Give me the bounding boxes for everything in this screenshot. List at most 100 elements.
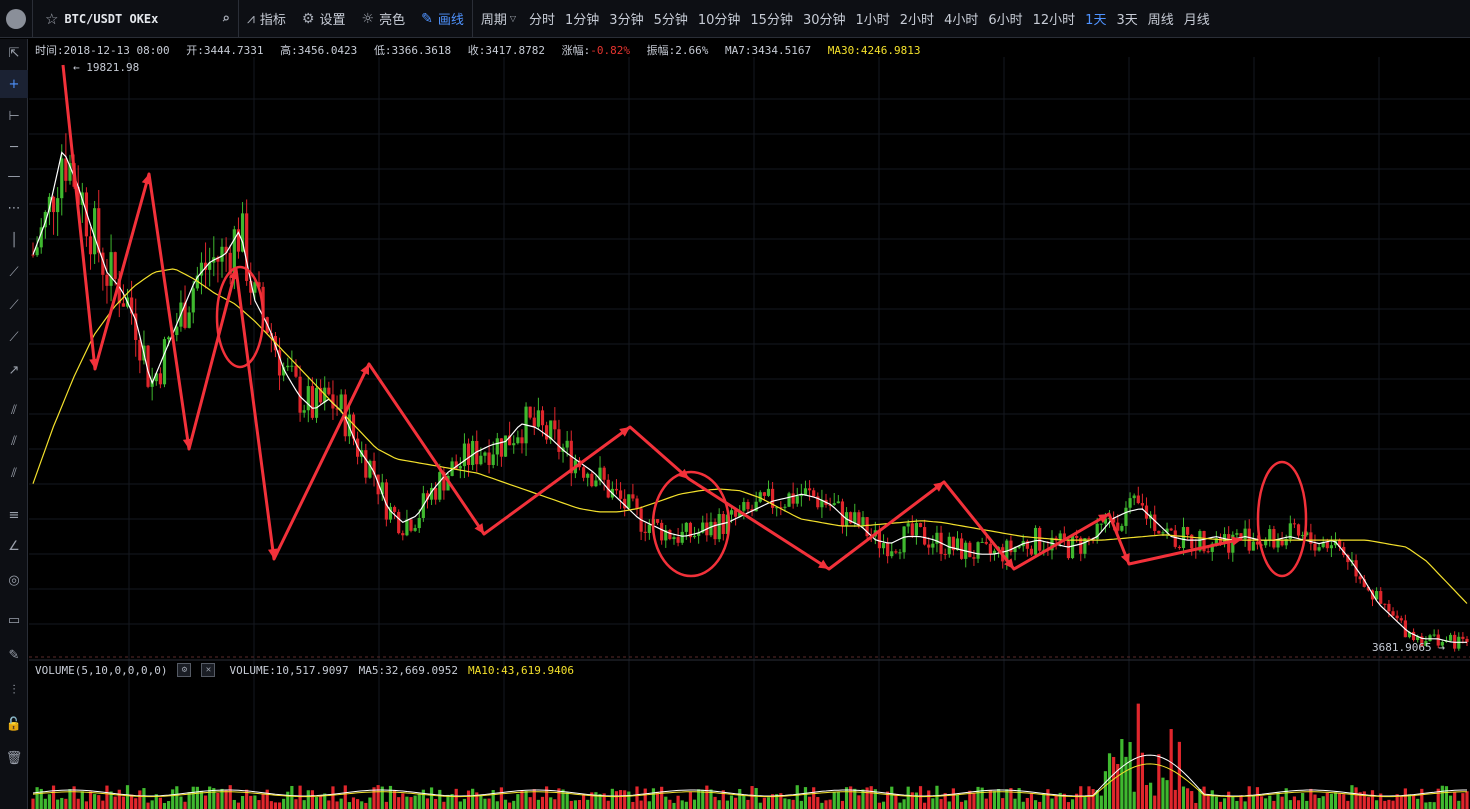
lock-icon[interactable]: 🔓 [5,716,23,732]
candle-body [1358,576,1362,580]
volume-bar [1103,771,1108,809]
volume-bar [1329,793,1334,809]
volume-bar [1416,798,1420,809]
volume-bar [528,797,532,809]
period-tab[interactable]: 周线 [1147,13,1174,28]
info-ma7: MA7:3434.5167 [725,44,812,57]
trend-angle-icon[interactable]: ⟋ [9,297,19,313]
search-icon[interactable]: ⌕ [221,10,230,27]
volume-bar [1407,794,1412,809]
settings-button[interactable]: ⚙ 设置 [294,0,354,38]
candle-body [906,523,910,527]
candle-body [117,278,121,304]
candle-body [955,538,960,551]
trend-line-icon[interactable]: ⟋ [9,264,19,280]
period-tab[interactable]: 12小时 [1032,13,1076,28]
period-tab[interactable]: 30分钟 [802,13,846,28]
candles-icon[interactable]: ⫶ [12,682,16,698]
fib-retracement-icon[interactable]: ≡ [8,507,20,523]
period-tab[interactable]: 分时 [529,13,556,28]
period-tab[interactable]: 3分钟 [609,13,644,28]
candle-body [1465,638,1469,643]
candle-body [236,229,241,252]
trash-icon[interactable]: 🗑 [5,750,23,766]
annotation-arrowhead [818,559,829,569]
candle-body [306,386,310,411]
volume-bar [927,790,931,809]
period-tab[interactable]: 3天 [1116,13,1138,28]
volume-settings-icon[interactable]: ⚙ [177,663,192,677]
period-tab[interactable]: 2小时 [899,13,935,28]
volume-bar [392,790,397,809]
horizontal-segment-icon[interactable]: — [7,168,21,184]
info-amplitude: 振幅:2.66% [646,44,709,57]
period-tab[interactable]: 1小时 [855,13,890,28]
volume-bar [1411,794,1416,809]
pitchfork-icon[interactable]: ⫽ [11,465,17,481]
period-tab[interactable]: 月线 [1183,13,1210,28]
period-tab[interactable]: 15分钟 [750,13,793,28]
period-dropdown[interactable]: 周期 ▽ [473,0,524,38]
volume-close-icon[interactable]: ✕ [201,663,216,677]
extended-line-icon[interactable]: ⟋ [9,329,19,345]
candlestick-chart[interactable]: ← 19821.98 3681.9065 → [29,39,1470,809]
period-tab[interactable]: 6小时 [988,13,1023,28]
symbol-selector[interactable]: ☆ BTC/USDT OKEx ⌕ [33,0,238,38]
volume-bar [1116,764,1120,809]
candle-body [1079,537,1083,554]
candle-body [438,472,442,500]
period-tab[interactable]: 4小时 [944,13,979,28]
period-tab[interactable]: 1分钟 [565,13,600,28]
horizontal-line-icon[interactable]: ─ [10,139,18,155]
volume-bar [524,791,528,809]
volume-bar [955,794,960,809]
candle-body [816,496,820,508]
volume-bar [1325,792,1329,809]
volume-bar [35,787,39,809]
candle-body [791,493,795,504]
candle-body [1050,537,1054,551]
volume-bar [655,791,660,809]
horizontal-ray-icon[interactable]: ⊢ [8,108,20,124]
theme-button[interactable]: ☼ 亮色 [354,0,414,38]
volume-bar [886,791,890,809]
app-logo [0,0,32,38]
brush-icon[interactable]: ✎ [8,647,20,663]
volume-bar [339,798,343,809]
period-tab[interactable]: 5分钟 [653,13,688,28]
vertical-line-icon[interactable]: │ [10,232,18,248]
star-icon[interactable]: ☆ [45,9,59,28]
volume-bar [220,788,224,809]
volume-bar [166,801,171,809]
annotation-arrowhead [267,548,278,559]
draw-button[interactable]: ✎ 画线 [413,0,472,38]
fib-spiral-icon[interactable]: ◎ [8,572,20,588]
candle-body [331,394,335,409]
period-tab[interactable]: 1天 [1085,13,1107,28]
price-range-icon[interactable]: ⋯ [7,200,21,216]
candle-body [713,521,717,540]
parallel-channel-icon[interactable]: ⫽ [11,402,17,418]
ruler-icon[interactable]: ▭ [7,612,21,628]
volume-bar [327,800,331,809]
candle-body [208,262,212,270]
volume-bar [836,792,840,809]
period-tab[interactable]: 10分钟 [697,13,741,28]
chart-area[interactable]: ← 19821.98 3681.9065 → 时间:2018-12-13 08:0… [29,39,1470,809]
cursor-arrow-icon[interactable]: ⇱ [8,45,20,61]
channel-icon[interactable]: ⫽ [11,433,17,449]
volume-bar [672,802,676,809]
volume-bar [972,792,976,809]
volume-bar [421,789,425,809]
volume-bar [1424,802,1428,809]
crosshair-icon[interactable]: + [0,70,28,98]
candle-body [1231,534,1235,553]
pencil-icon: ✎ [421,10,433,27]
candle-body [1128,498,1132,508]
volume-bar [618,790,623,809]
candle-body [820,499,824,508]
indicators-button[interactable]: ⩘ 指标 [239,0,294,38]
volume-bar [1087,786,1091,809]
ray-icon[interactable]: ↗ [8,362,20,378]
fib-fan-icon[interactable]: ∠ [8,538,20,554]
